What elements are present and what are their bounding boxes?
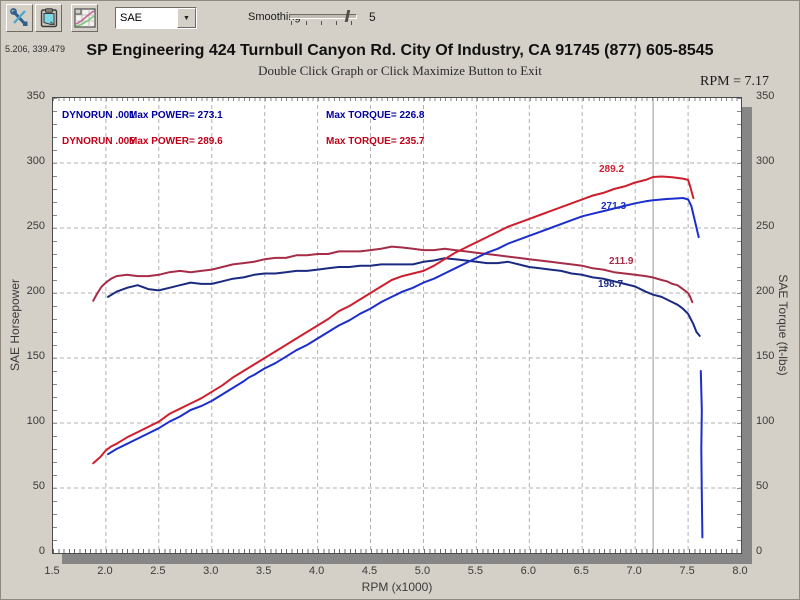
x-tick-label: 8.0 bbox=[732, 565, 748, 577]
minor-ticks-bottom bbox=[53, 549, 741, 553]
right-axis-tick-labels: 0 50 100 150 200 250 300 350 bbox=[756, 1, 790, 599]
legend-run-name: DYNORUN .005 bbox=[62, 136, 135, 147]
left-tick-label: 250 bbox=[26, 220, 45, 232]
right-tick-label: 350 bbox=[756, 90, 775, 102]
graph-subtitle: Double Click Graph or Click Maximize But… bbox=[258, 63, 542, 78]
dynorun-001-torque bbox=[107, 257, 701, 337]
left-tick-label: 150 bbox=[26, 350, 45, 362]
wrench-screwdriver-icon bbox=[9, 8, 30, 28]
smoothing-value: 5 bbox=[369, 10, 376, 24]
right-tick-label: 50 bbox=[756, 480, 769, 492]
x-axis-title: RPM (x1000) bbox=[361, 580, 433, 594]
left-axis-title: SAE Horsepower bbox=[8, 278, 22, 372]
left-tick-label: 350 bbox=[26, 90, 45, 102]
legend-max-power: Max POWER= 273.1 bbox=[129, 110, 223, 121]
legend-row-run005: DYNORUN .005 Max POWER= 289.6 Max TORQUE… bbox=[53, 136, 741, 150]
minor-ticks-top bbox=[53, 98, 741, 101]
left-tick-label: 200 bbox=[26, 285, 45, 297]
x-tick-label: 4.5 bbox=[361, 565, 378, 577]
dynorun-005-torque bbox=[92, 245, 694, 304]
right-axis-title: SAE Torque (ft-lbs) bbox=[776, 274, 790, 376]
left-tick-label: 50 bbox=[32, 480, 45, 492]
x-tick-label: 3.0 bbox=[203, 565, 219, 577]
x-tick-label: 5.5 bbox=[467, 565, 484, 577]
smoothing-slider-ticks bbox=[291, 21, 355, 25]
right-tick-label: 300 bbox=[756, 155, 775, 167]
clipboard-button[interactable] bbox=[35, 4, 62, 32]
x-tick-label: 3.5 bbox=[256, 565, 272, 577]
right-tick-label: 150 bbox=[756, 350, 775, 362]
cursor-coordinates-readout: 5.206, 339.479 bbox=[5, 44, 66, 54]
dynorun-005-power bbox=[92, 175, 695, 465]
x-tick-label: 2.5 bbox=[150, 565, 166, 577]
smoothing-slider[interactable] bbox=[289, 9, 357, 27]
curve-value-label: 271.3 bbox=[601, 201, 627, 212]
x-tick-label: 1.5 bbox=[44, 565, 60, 577]
x-tick-label: 7.0 bbox=[626, 565, 642, 577]
left-axis-tick-labels: 0 50 100 150 200 250 300 350 bbox=[5, 1, 45, 599]
dynorun-001-power bbox=[107, 197, 700, 456]
graph-title: SP Engineering 424 Turnbull Canyon Rd. C… bbox=[86, 42, 714, 59]
x-tick-label: 2.0 bbox=[97, 565, 113, 577]
x-axis-tick-labels: 1.5 2.0 2.5 3.0 3.5 4.0 4.5 5.0 5.5 6.0 6.5 7.0 7.5 8… bbox=[1, 565, 799, 579]
x-tick-label: 6.0 bbox=[520, 565, 536, 577]
legend-max-torque: Max TORQUE= 226.8 bbox=[326, 110, 425, 121]
x-tick-label: 6.5 bbox=[573, 565, 589, 577]
left-tick-label: 300 bbox=[26, 155, 45, 167]
correction-dropdown-value: SAE bbox=[120, 12, 143, 24]
curve-value-label: 211.9 bbox=[609, 256, 634, 267]
correction-dropdown[interactable]: SAE ▼ bbox=[115, 7, 197, 29]
dyno-curves-svg bbox=[53, 98, 741, 553]
legend-run-name: DYNORUN .001 bbox=[62, 110, 135, 121]
clipboard-icon bbox=[39, 8, 59, 28]
left-tick-label: 100 bbox=[26, 415, 45, 427]
left-tick-label: 0 bbox=[38, 545, 45, 557]
minor-ticks-right bbox=[737, 98, 741, 553]
graph-icon bbox=[73, 8, 96, 28]
right-tick-label: 0 bbox=[756, 545, 763, 557]
tools-button[interactable] bbox=[6, 4, 33, 32]
graph-plot-area[interactable]: DYNORUN .001 Max POWER= 273.1 Max TORQUE… bbox=[52, 97, 742, 554]
minor-ticks-left bbox=[53, 98, 57, 553]
legend-max-torque: Max TORQUE= 235.7 bbox=[326, 136, 425, 147]
legend-max-power: Max POWER= 289.6 bbox=[129, 136, 223, 147]
legend-row-run001: DYNORUN .001 Max POWER= 273.1 Max TORQUE… bbox=[53, 110, 741, 124]
right-tick-label: 100 bbox=[756, 415, 775, 427]
right-tick-label: 200 bbox=[756, 285, 775, 297]
graph-view-button[interactable] bbox=[71, 4, 98, 32]
x-tick-label: 4.0 bbox=[308, 565, 325, 577]
smoothing-slider-track[interactable] bbox=[289, 14, 357, 19]
curve-value-label: 198.7 bbox=[598, 279, 624, 290]
rpm-cursor-readout: RPM = 7.17 bbox=[700, 74, 769, 89]
dynorun-001-tail bbox=[699, 370, 704, 539]
chevron-down-icon[interactable]: ▼ bbox=[177, 8, 196, 28]
right-tick-label: 250 bbox=[756, 220, 775, 232]
smoothing-label: Smoothing bbox=[248, 11, 301, 23]
x-tick-label: 5.0 bbox=[414, 565, 431, 577]
toolbar: SAE ▼ Smoothing 5 bbox=[1, 1, 799, 37]
x-tick-label: 7.5 bbox=[679, 565, 695, 577]
curve-value-label: 289.2 bbox=[599, 164, 625, 175]
